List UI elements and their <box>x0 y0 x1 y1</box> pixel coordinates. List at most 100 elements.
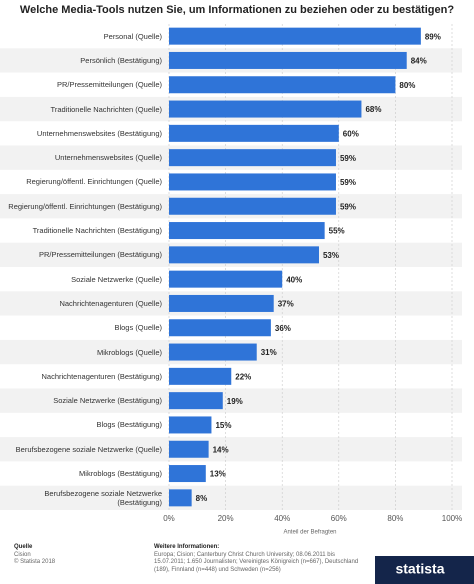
category-label: Blogs (Quelle) <box>0 323 162 332</box>
category-text: Unternehmenswebsites (Quelle) <box>54 153 162 163</box>
info-title: Weitere Informationen: <box>154 544 220 550</box>
value-label: 37% <box>278 300 294 309</box>
category-label: Mikroblogs (Bestätigung) <box>0 469 162 478</box>
category-label: Mikroblogs (Quelle) <box>0 348 162 357</box>
category-text: Berufsbezogene soziale Netzwerke (Quelle… <box>15 444 162 454</box>
category-label: Nachrichtenagenturen (Quelle) <box>0 299 162 308</box>
value-label: 31% <box>261 348 277 357</box>
category-label: Unternehmenswebsites (Quelle) <box>0 153 162 162</box>
bar <box>169 246 319 264</box>
bar <box>169 173 336 191</box>
source-title: Quelle <box>14 544 33 550</box>
bar <box>169 489 192 507</box>
bar <box>169 149 336 167</box>
category-text: Blogs (Bestätigung) <box>96 420 162 430</box>
category-label: Berufsbezogene soziale Netzwerke (Bestät… <box>0 489 162 507</box>
bar <box>169 294 274 312</box>
bar <box>169 343 257 361</box>
value-label: 22% <box>235 372 251 381</box>
category-text: Traditionelle Nachrichten (Quelle) <box>50 104 162 114</box>
value-label: 40% <box>286 275 302 284</box>
bar <box>169 76 396 94</box>
category-label: PR/Pressemitteilungen (Quelle) <box>0 80 162 89</box>
category-label: Traditionelle Nachrichten (Quelle) <box>0 105 162 114</box>
value-label: 89% <box>425 32 441 41</box>
category-label: Nachrichtenagenturen (Bestätigung) <box>0 371 163 381</box>
category-text: PR/Pressemitteilungen (Quelle) <box>56 80 162 90</box>
category-label: PR/Pressemitteilungen (Bestätigung) <box>0 250 162 259</box>
category-text: Nachrichtenagenturen (Quelle) <box>59 298 162 308</box>
category-text: Unternehmenswebsites (Bestätigung) <box>36 128 162 138</box>
category-label: Regierung/öffentl. Einrichtungen (Quelle… <box>0 177 162 186</box>
value-label: 59% <box>340 154 356 163</box>
bar <box>169 319 271 337</box>
value-label: 80% <box>399 81 415 90</box>
value-label: 13% <box>210 470 226 479</box>
x-tick-label: 100% <box>442 514 462 523</box>
x-tick-label: 60% <box>331 514 347 523</box>
bar <box>169 100 362 118</box>
chart-title: Welche Media-Tools nutzen Sie, um Inform… <box>20 4 454 16</box>
copyright: © Statista 2018 <box>14 559 56 565</box>
row-band <box>0 437 462 462</box>
category-label: Regierung/öffentl. Einrichtungen (Bestät… <box>0 202 162 211</box>
info: Europa; Cision; Canterbury Christ Church… <box>154 551 359 573</box>
category-label: Soziale Netzwerke (Bestätigung) <box>0 396 162 405</box>
source: Cision <box>14 551 31 558</box>
category-text: Mikroblogs (Quelle) <box>96 347 162 357</box>
category-label: Persönlich (Bestätigung) <box>0 56 162 65</box>
value-label: 19% <box>227 397 243 406</box>
bar <box>169 197 336 215</box>
category-label: Blogs (Bestätigung) <box>0 420 162 429</box>
bar <box>169 440 209 458</box>
category-text: Persönlich (Bestätigung) <box>80 55 162 65</box>
bar <box>169 124 339 142</box>
x-tick-label: 20% <box>218 514 234 523</box>
logo: statista <box>395 561 444 577</box>
bar <box>169 367 232 385</box>
category-text: Berufsbezogene soziale Netzwerke (Bestät… <box>44 488 162 507</box>
category-text: Traditionelle Nachrichten (Bestätigung) <box>32 226 162 236</box>
x-tick-label: 40% <box>274 514 290 523</box>
row-band <box>0 388 462 413</box>
value-label: 55% <box>329 227 345 236</box>
category-text: Nachrichtenagenturen (Bestätigung) <box>41 371 163 381</box>
category-label: Traditionelle Nachrichten (Bestätigung) <box>0 226 162 235</box>
x-tick-label: 80% <box>387 514 403 523</box>
category-label: Unternehmenswebsites (Bestätigung) <box>0 129 162 138</box>
value-label: 68% <box>365 105 381 114</box>
category-text: Regierung/öffentl. Einrichtungen (Bestät… <box>8 201 162 211</box>
category-label: Soziale Netzwerke (Quelle) <box>0 275 162 284</box>
category-text: Soziale Netzwerke (Bestätigung) <box>53 396 162 406</box>
x-axis-label: Anteil der Befragten <box>283 530 336 536</box>
category-text: PR/Pressemitteilungen (Bestätigung) <box>39 250 162 260</box>
info-block: Weitere Informationen: Europa; Cision; C… <box>154 544 359 574</box>
bar <box>169 51 407 69</box>
x-tick-label: 0% <box>163 514 175 523</box>
category-label: Personal (Quelle) <box>0 32 162 41</box>
value-label: 60% <box>343 129 359 138</box>
category-label: Berufsbezogene soziale Netzwerke (Quelle… <box>0 445 162 454</box>
bar <box>169 392 223 410</box>
row-band <box>0 485 462 510</box>
bar <box>169 416 212 434</box>
value-label: 59% <box>340 202 356 211</box>
category-text: Blogs (Quelle) <box>114 323 162 333</box>
value-label: 8% <box>196 494 208 503</box>
source-block: Quelle Cision © Statista 2018 <box>14 544 134 567</box>
category-text: Personal (Quelle) <box>103 31 162 41</box>
value-label: 36% <box>275 324 291 333</box>
bar <box>169 27 421 45</box>
bar <box>169 465 206 483</box>
category-text: Soziale Netzwerke (Quelle) <box>71 274 162 284</box>
bar <box>169 270 283 288</box>
value-label: 14% <box>213 445 229 454</box>
category-text: Regierung/öffentl. Einrichtungen (Quelle… <box>26 177 162 187</box>
bar <box>169 222 325 240</box>
value-label: 15% <box>215 421 231 430</box>
value-label: 84% <box>411 57 427 66</box>
logo-box <box>375 556 474 584</box>
value-label: 59% <box>340 178 356 187</box>
